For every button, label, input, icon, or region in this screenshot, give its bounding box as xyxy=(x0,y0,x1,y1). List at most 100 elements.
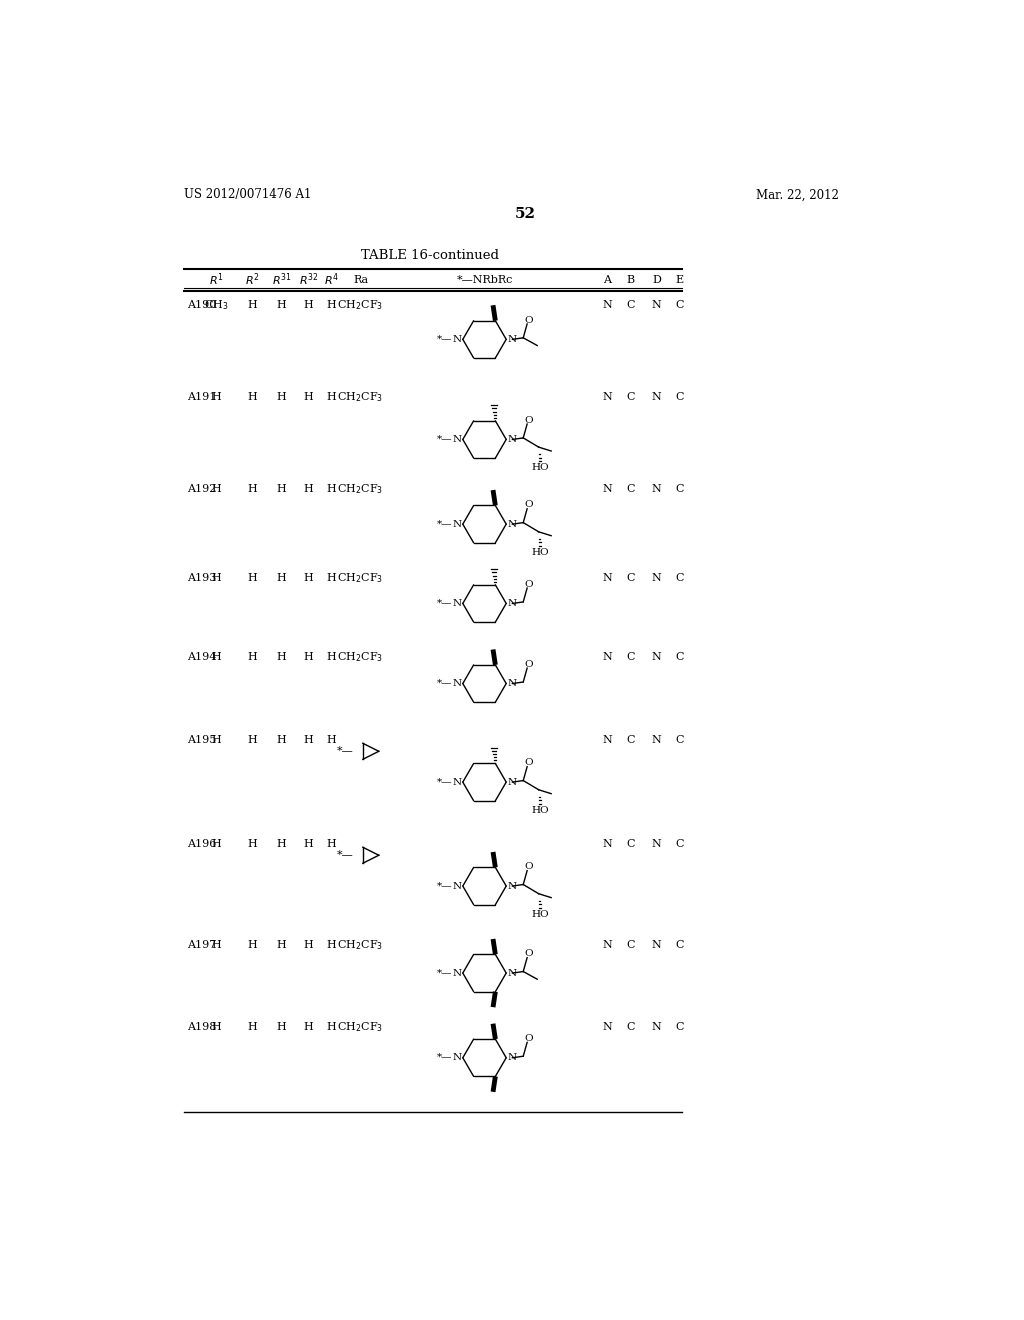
Text: A190: A190 xyxy=(187,300,216,310)
Text: C: C xyxy=(676,1022,684,1032)
Text: CH$_2$CF$_3$: CH$_2$CF$_3$ xyxy=(338,391,384,404)
Text: O: O xyxy=(524,660,532,669)
Text: N: N xyxy=(452,882,461,891)
Text: N: N xyxy=(508,599,517,609)
Text: H: H xyxy=(327,300,336,310)
Text: N: N xyxy=(602,940,611,950)
Text: H: H xyxy=(212,940,221,950)
Text: C: C xyxy=(626,735,635,744)
Text: H: H xyxy=(212,735,221,744)
Text: A197: A197 xyxy=(187,940,216,950)
Text: H: H xyxy=(276,652,287,663)
Text: C: C xyxy=(626,573,635,583)
Text: H: H xyxy=(247,735,257,744)
Text: N: N xyxy=(508,1053,517,1063)
Text: O: O xyxy=(524,416,532,425)
Text: N: N xyxy=(651,652,662,663)
Text: CH$_2$CF$_3$: CH$_2$CF$_3$ xyxy=(338,483,384,496)
Text: H: H xyxy=(304,838,313,849)
Text: H: H xyxy=(304,484,313,495)
Text: O: O xyxy=(524,949,532,958)
Text: H: H xyxy=(327,1022,336,1032)
Text: N: N xyxy=(508,882,517,891)
Text: H: H xyxy=(212,652,221,663)
Text: H: H xyxy=(304,940,313,950)
Text: TABLE 16-continued: TABLE 16-continued xyxy=(361,248,500,261)
Text: $R^{32}$: $R^{32}$ xyxy=(299,272,318,288)
Text: H: H xyxy=(327,652,336,663)
Text: C: C xyxy=(676,735,684,744)
Text: C: C xyxy=(626,652,635,663)
Text: N: N xyxy=(602,573,611,583)
Text: *—: *— xyxy=(436,880,452,890)
Text: *—: *— xyxy=(337,850,353,859)
Text: N: N xyxy=(452,777,461,787)
Text: H: H xyxy=(327,392,336,403)
Text: H: H xyxy=(304,735,313,744)
Text: N: N xyxy=(508,335,517,343)
Text: HO: HO xyxy=(531,548,549,557)
Text: H: H xyxy=(247,838,257,849)
Text: N: N xyxy=(651,573,662,583)
Text: C: C xyxy=(626,392,635,403)
Text: C: C xyxy=(676,940,684,950)
Text: 52: 52 xyxy=(514,207,536,222)
Text: N: N xyxy=(452,969,461,978)
Text: A196: A196 xyxy=(187,838,216,849)
Text: N: N xyxy=(602,484,611,495)
Text: N: N xyxy=(452,1053,461,1063)
Text: N: N xyxy=(452,678,461,688)
Text: C: C xyxy=(626,484,635,495)
Text: H: H xyxy=(276,484,287,495)
Text: N: N xyxy=(602,838,611,849)
Text: O: O xyxy=(524,579,532,589)
Text: CH$_2$CF$_3$: CH$_2$CF$_3$ xyxy=(338,1020,384,1034)
Text: N: N xyxy=(651,838,662,849)
Text: *—NRbRc: *—NRbRc xyxy=(457,275,513,285)
Text: *—: *— xyxy=(436,434,452,444)
Text: C: C xyxy=(626,1022,635,1032)
Text: H: H xyxy=(276,940,287,950)
Text: B: B xyxy=(626,275,634,285)
Text: N: N xyxy=(508,969,517,978)
Text: CH$_2$CF$_3$: CH$_2$CF$_3$ xyxy=(338,939,384,952)
Text: H: H xyxy=(247,652,257,663)
Text: H: H xyxy=(247,1022,257,1032)
Text: H: H xyxy=(327,484,336,495)
Text: N: N xyxy=(651,300,662,310)
Text: O: O xyxy=(524,500,532,510)
Text: *—: *— xyxy=(436,968,452,977)
Text: N: N xyxy=(508,520,517,528)
Text: D: D xyxy=(652,275,660,285)
Text: A192: A192 xyxy=(187,484,216,495)
Text: C: C xyxy=(626,838,635,849)
Text: HO: HO xyxy=(531,909,549,919)
Text: *—: *— xyxy=(436,1052,452,1061)
Text: C: C xyxy=(676,573,684,583)
Text: $R^{31}$: $R^{31}$ xyxy=(271,272,291,288)
Text: C: C xyxy=(626,300,635,310)
Text: H: H xyxy=(212,1022,221,1032)
Text: *—: *— xyxy=(436,334,452,343)
Text: H: H xyxy=(327,573,336,583)
Text: H: H xyxy=(304,573,313,583)
Text: C: C xyxy=(676,838,684,849)
Text: H: H xyxy=(327,838,336,849)
Text: $R^1$: $R^1$ xyxy=(209,272,223,288)
Text: CH$_2$CF$_3$: CH$_2$CF$_3$ xyxy=(338,572,384,585)
Text: C: C xyxy=(676,652,684,663)
Text: H: H xyxy=(276,392,287,403)
Text: N: N xyxy=(602,1022,611,1032)
Text: N: N xyxy=(602,300,611,310)
Text: N: N xyxy=(651,392,662,403)
Text: N: N xyxy=(651,484,662,495)
Text: A194: A194 xyxy=(187,652,216,663)
Text: N: N xyxy=(602,735,611,744)
Text: O: O xyxy=(524,1034,532,1043)
Text: H: H xyxy=(276,573,287,583)
Text: HO: HO xyxy=(531,463,549,473)
Text: N: N xyxy=(651,735,662,744)
Text: C: C xyxy=(676,484,684,495)
Text: N: N xyxy=(508,678,517,688)
Text: H: H xyxy=(212,484,221,495)
